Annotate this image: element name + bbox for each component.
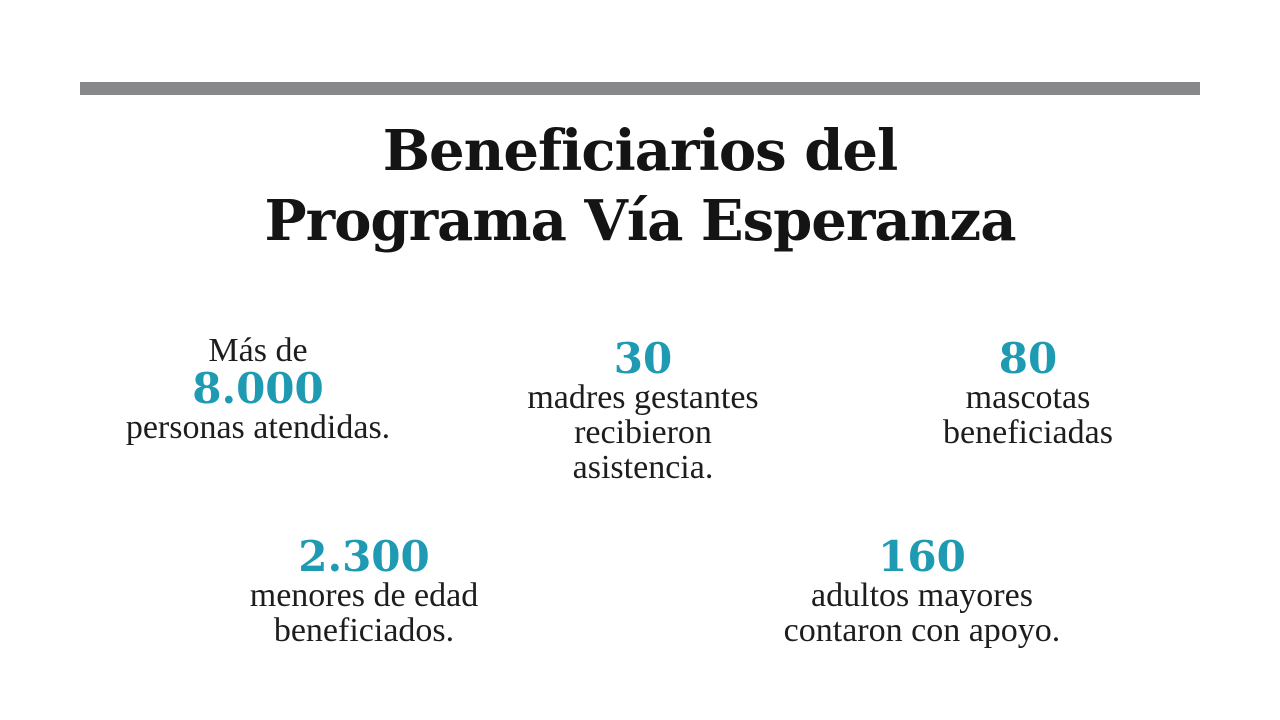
stat-number: 80: [998, 334, 1058, 383]
stat-adultos-mayores: 160 adultos mayores contaron con apoyo.: [783, 532, 1061, 649]
stat-description-line-2: beneficiados.: [273, 612, 455, 649]
title-line-2: Programa Vía Esperanza: [264, 188, 1016, 254]
stat-personas-atendidas: Más de 8.000 personas atendidas.: [126, 333, 390, 445]
title-line-1: Beneficiarios del: [382, 118, 899, 184]
stat-number: 8.000: [192, 364, 324, 413]
stat-description-line-1: menores de edad: [249, 577, 479, 614]
top-divider-bar: [80, 82, 1200, 95]
stat-description: personas atendidas.: [125, 409, 391, 446]
stat-prefix: Más de: [208, 332, 308, 369]
stat-mascotas-beneficiadas: 80 mascotas beneficiadas: [943, 334, 1113, 451]
stat-description-line-1: mascotas: [965, 379, 1091, 416]
stat-number: 2.300: [298, 532, 430, 581]
stat-madres-gestantes: 30 madres gestantes recibieron asistenci…: [527, 334, 759, 486]
stat-description-line-1: adultos mayores: [811, 577, 1033, 614]
stat-number: 30: [613, 334, 673, 383]
stat-description-line-2: recibieron: [574, 414, 712, 451]
stat-description-line-2: beneficiadas: [943, 414, 1113, 451]
stat-menores-de-edad: 2.300 menores de edad beneficiados.: [249, 532, 479, 649]
stat-description-line-2: contaron con apoyo.: [783, 612, 1061, 649]
stat-number: 160: [878, 532, 966, 581]
stat-description-line-1: madres gestantes: [527, 379, 759, 416]
stat-description-line-3: asistencia.: [572, 449, 714, 486]
page-title: Beneficiarios del Programa Vía Esperanza: [0, 116, 1280, 256]
